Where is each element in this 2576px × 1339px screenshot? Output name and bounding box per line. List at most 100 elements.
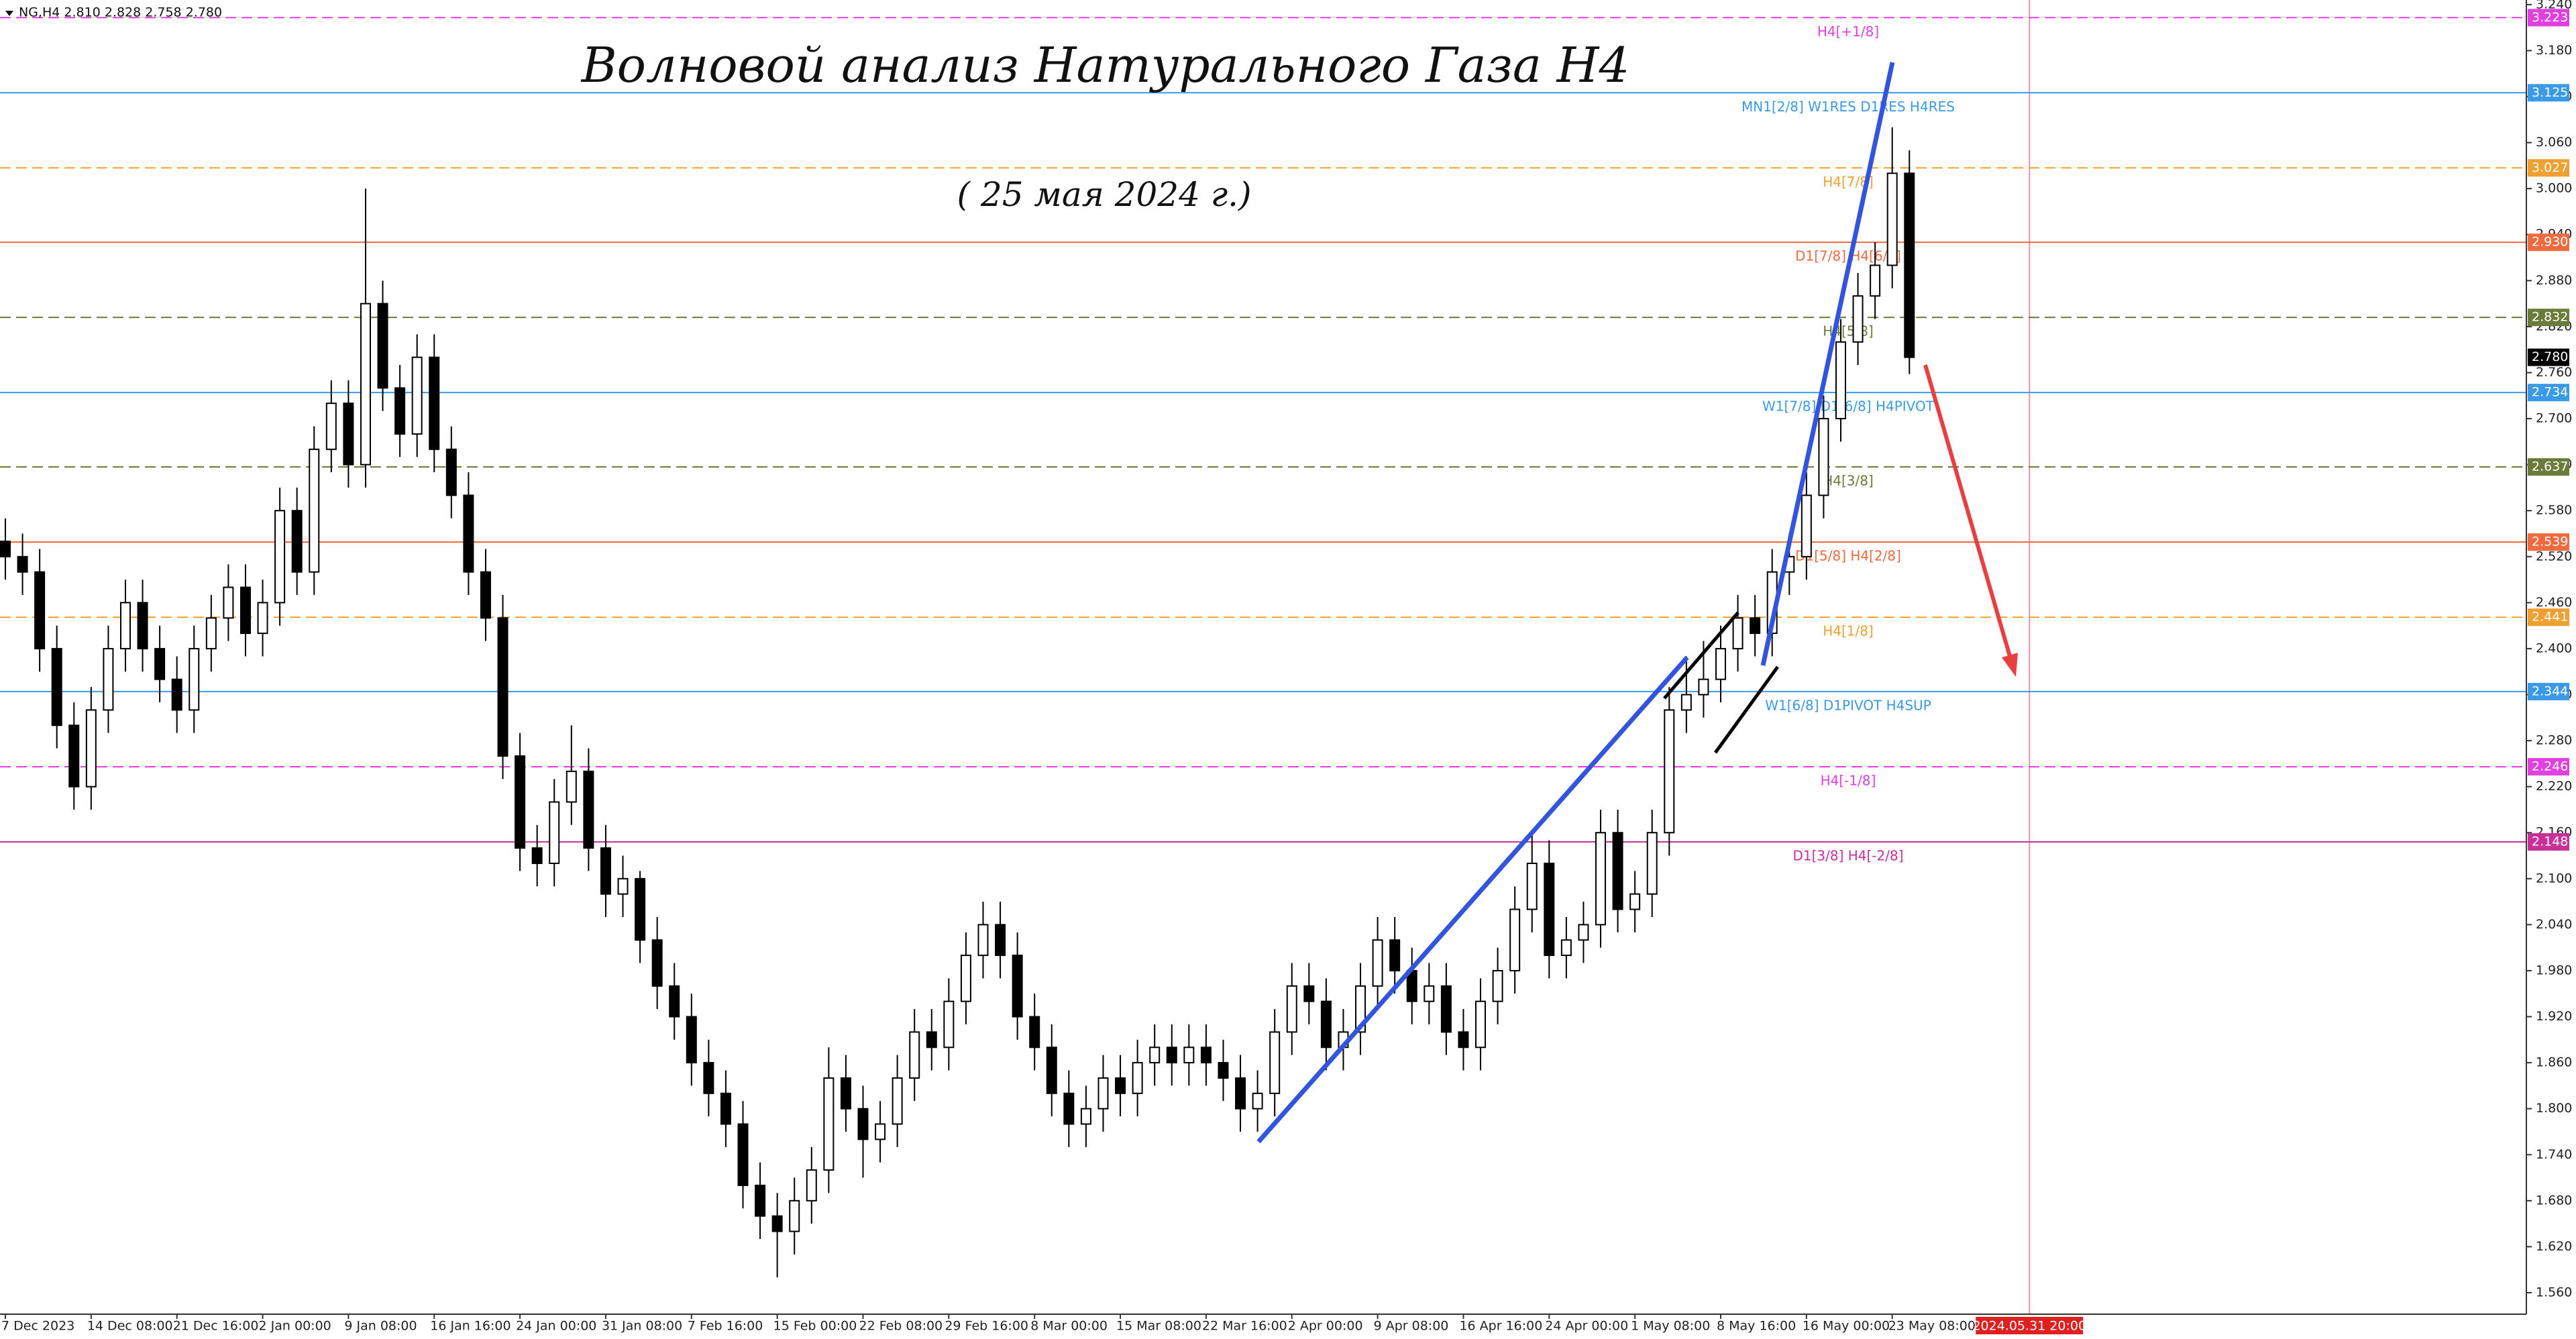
candle-body bbox=[1046, 1047, 1057, 1094]
candle-body bbox=[1149, 1047, 1161, 1064]
x-tick-label: 21 Dec 16:00 bbox=[173, 1319, 259, 1334]
price-box bbox=[2528, 384, 2569, 402]
price-box bbox=[2528, 159, 2569, 177]
price-box-label: 2.734 bbox=[2532, 385, 2568, 400]
x-tick-label: 7 Feb 16:00 bbox=[688, 1319, 763, 1334]
candle-body bbox=[1595, 832, 1607, 926]
level-label: H4[+1/8] bbox=[1817, 23, 1879, 40]
candle-body bbox=[1886, 172, 1898, 266]
price-box bbox=[2528, 533, 2569, 551]
header-arrow bbox=[5, 11, 13, 16]
candle-body bbox=[1440, 985, 1452, 1033]
price-box-label: 3.223 bbox=[2532, 10, 2568, 25]
arrow-head bbox=[2002, 653, 2018, 677]
x-tick-label: 24 Apr 00:00 bbox=[1545, 1319, 1628, 1334]
x-tick-label: 22 Mar 16:00 bbox=[1202, 1319, 1287, 1334]
candle-body bbox=[1080, 1108, 1091, 1125]
candle-body bbox=[1286, 985, 1297, 1033]
y-tick-label: 2.580 bbox=[2536, 503, 2572, 518]
candle-body bbox=[515, 755, 526, 849]
candle-body bbox=[480, 571, 491, 619]
x-tick-label: 2 Apr 00:00 bbox=[1288, 1319, 1363, 1334]
symbol-header: NG,H4 2.810 2.828 2.758 2.780 bbox=[19, 5, 222, 20]
price-box-label: 2.930 bbox=[2532, 235, 2568, 250]
candle-body bbox=[1698, 678, 1709, 696]
candle-body bbox=[1629, 893, 1641, 910]
candle-body bbox=[343, 403, 354, 466]
wave-line bbox=[1760, 62, 1895, 666]
candles bbox=[0, 127, 1915, 1278]
x-tick-label: 2 Jan 00:00 bbox=[259, 1319, 331, 1334]
price-box bbox=[2528, 309, 2569, 327]
candle-body bbox=[291, 510, 303, 573]
candle-body bbox=[1132, 1062, 1143, 1094]
candle-body bbox=[119, 602, 131, 649]
price-box bbox=[2528, 84, 2569, 102]
candle-body bbox=[943, 1000, 955, 1049]
y-tick-label: 2.400 bbox=[2536, 641, 2572, 655]
candle-body bbox=[583, 770, 594, 849]
candle-body bbox=[857, 1108, 869, 1140]
price-box bbox=[2528, 757, 2569, 775]
candle-body bbox=[1012, 955, 1023, 1018]
candle-body bbox=[411, 356, 423, 435]
candle-body bbox=[445, 448, 457, 496]
price-box-label: 2.539 bbox=[2532, 535, 2568, 549]
candle-body bbox=[1269, 1031, 1281, 1094]
candle-body bbox=[1372, 939, 1383, 987]
level-label: W1[7/8] D1[6/8] H4PIVOT bbox=[1762, 398, 1935, 415]
candle-body bbox=[1389, 939, 1401, 971]
x-tick-label: 14 Dec 08:00 bbox=[87, 1319, 173, 1334]
candle-body bbox=[703, 1062, 714, 1094]
candle-body bbox=[257, 602, 268, 635]
candle-body bbox=[600, 847, 611, 895]
level-label: D1[3/8] H4[-2/8] bbox=[1792, 847, 1903, 863]
candle-body bbox=[1235, 1077, 1246, 1110]
candle-body bbox=[1097, 1077, 1109, 1110]
candle-body bbox=[377, 303, 388, 389]
candle-body bbox=[1544, 862, 1555, 957]
candle-body bbox=[875, 1123, 886, 1140]
candle-body bbox=[1835, 341, 1846, 420]
forecast-arrow bbox=[1923, 364, 2013, 661]
x-tick-label: 29 Feb 16:00 bbox=[945, 1319, 1028, 1334]
candle-body bbox=[669, 985, 680, 1018]
price-box bbox=[2528, 608, 2569, 627]
candle-body bbox=[1526, 862, 1538, 910]
price-box-label: 2.344 bbox=[2532, 684, 2568, 698]
candle-body bbox=[1680, 694, 1692, 711]
last-price-label: 2.780 bbox=[2532, 350, 2568, 364]
price-box bbox=[2528, 833, 2569, 851]
candle-body bbox=[566, 770, 577, 803]
price-box-label: 2.441 bbox=[2532, 610, 2568, 625]
y-tick-label: 2.040 bbox=[2536, 917, 2572, 932]
candle-body bbox=[1664, 709, 1675, 834]
y-tick-label: 2.880 bbox=[2536, 273, 2572, 288]
level-label: MN1[2/8] W1RES D1RES H4RES bbox=[1741, 99, 1955, 115]
y-tick-label: 2.700 bbox=[2536, 411, 2572, 426]
x-tick-label: 24 Jan 00:00 bbox=[516, 1319, 596, 1334]
candle-body bbox=[51, 647, 62, 727]
price-box-label: 2.246 bbox=[2532, 759, 2568, 773]
x-tick-label: 22 Feb 08:00 bbox=[859, 1319, 943, 1334]
candle-body bbox=[549, 801, 560, 864]
candle-body bbox=[635, 877, 646, 941]
x-tick-label: 16 Apr 16:00 bbox=[1459, 1319, 1542, 1334]
level-label: H4[-1/8] bbox=[1821, 772, 1876, 788]
candle-body bbox=[1818, 418, 1829, 496]
candle-body bbox=[1870, 264, 1881, 297]
candle-body bbox=[34, 571, 46, 649]
level-label: H4[1/8] bbox=[1823, 623, 1874, 639]
candle-body bbox=[205, 617, 217, 649]
candle-body bbox=[823, 1077, 835, 1171]
price-box-label: 2.832 bbox=[2532, 310, 2568, 325]
channel-line bbox=[1713, 665, 1780, 754]
level-label: H4[3/8] bbox=[1823, 473, 1874, 489]
candle-body bbox=[1218, 1062, 1229, 1079]
candle-body bbox=[686, 1016, 697, 1064]
candle-body bbox=[463, 494, 474, 573]
